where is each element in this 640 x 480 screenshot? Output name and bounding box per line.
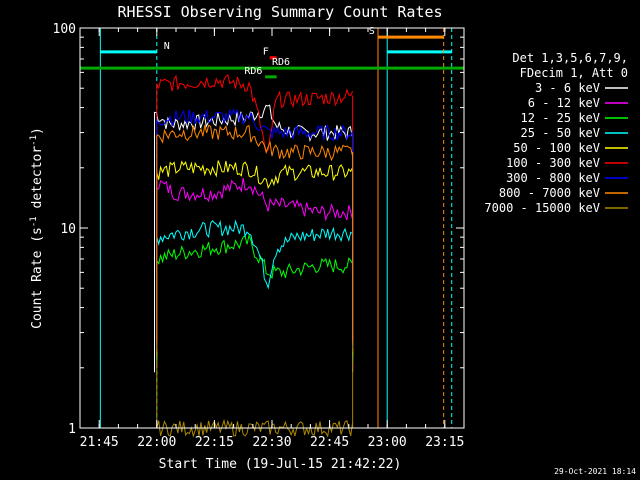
x-tick-label: 23:15 [425,435,464,450]
y-label-superscript-1: -1 [29,216,39,227]
legend: Det 1,3,5,6,7,9,FDecim 1, Att 03 - 6 keV… [484,51,628,215]
x-tick-label: 22:00 [137,435,176,450]
x-tick-label: 22:30 [252,435,291,450]
timestamp: 29-Oct-2021 18:14 [554,467,636,476]
series-group [157,221,353,360]
legend-entry-label: 7000 - 15000 keV [484,201,600,215]
y-tick-label: 100 [53,22,76,37]
annotation-label: N [164,41,170,52]
legend-header-2: FDecim 1, Att 0 [520,66,628,80]
x-tick-label: 22:15 [195,435,234,450]
y-axis-label: Count Rate (s-1 detector-1) [29,127,45,329]
legend-entry-label: 25 - 50 keV [521,126,600,140]
axis-ticks: 21:45 22:00 22:15 22:30 22:45 23:00 23:15 1 10 10… [53,22,465,450]
legend-entry-label: 50 - 100 keV [513,141,600,155]
annotation-label: RD6 [244,66,262,77]
y-tick-label: 10 [60,222,76,237]
legend-entry-label: 100 - 300 keV [506,156,600,170]
series-line [157,75,353,152]
series-group [157,178,353,368]
series-group [157,235,353,363]
legend-entry-label: 300 - 800 keV [506,171,600,185]
legend-header-1: Det 1,3,5,6,7,9, [512,51,628,65]
series-line [155,105,353,140]
series-group [157,75,353,352]
series-line [157,221,353,288]
series-group [157,110,353,349]
x-axis-label: Start Time (19-Jul-15 21:42:22) [159,457,402,472]
series-line [157,235,353,278]
series-group [157,342,353,436]
annotation-label: RD6 [272,57,290,68]
series-line [157,125,353,160]
x-tick-label: 23:00 [368,435,407,450]
x-tick-label: 22:45 [310,435,349,450]
plot-frame [80,28,464,428]
series-line [157,161,353,188]
legend-entry-label: 6 - 12 keV [528,96,600,110]
series-group [157,125,353,345]
y-tick-label: 1 [68,422,76,437]
y-label-superscript-2: -1 [29,135,39,146]
legend-entry-label: 800 - 7000 keV [499,186,600,200]
x-tick-label: 21:45 [80,435,119,450]
chart-title: RHESSI Observing Summary Count Rates [117,3,442,21]
annotation-label: F [263,47,269,58]
legend-entry-label: 3 - 6 keV [535,81,600,95]
legend-entry-label: 12 - 25 keV [521,111,600,125]
axes [80,28,464,428]
series-layer [154,75,352,436]
series-line [157,178,353,220]
